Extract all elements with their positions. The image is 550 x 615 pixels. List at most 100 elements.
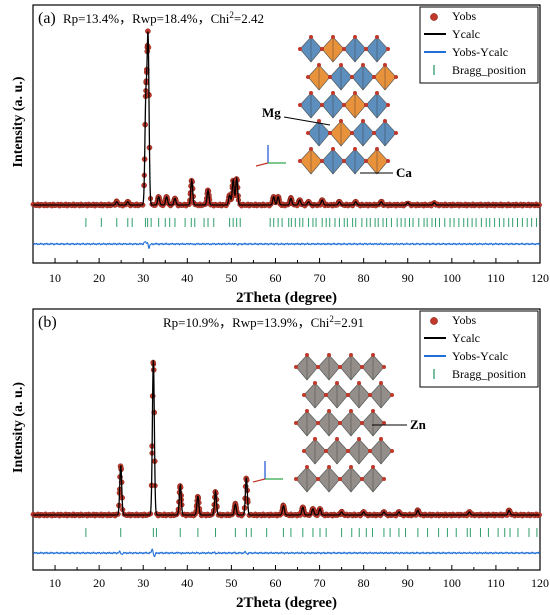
stats-chi-value: =2.91	[334, 315, 364, 330]
oxygen-atom	[298, 103, 302, 107]
oxygen-atom	[390, 449, 394, 453]
oxygen-atom	[364, 159, 368, 163]
oxygen-atom	[382, 477, 386, 481]
oxygen-atom	[309, 147, 313, 151]
oxygen-atom	[353, 35, 357, 39]
x-tick-label: 70	[314, 271, 326, 285]
oxygen-atom	[372, 75, 376, 79]
plot-frame	[32, 308, 541, 571]
x-tick-label: 120	[531, 271, 549, 285]
x-tick-label: 100	[443, 576, 461, 590]
oxygen-atom	[327, 465, 331, 469]
oxygen-atom	[338, 421, 342, 425]
oxygen-atom	[324, 393, 328, 397]
oxygen-atom	[327, 353, 331, 357]
stats-separator: ，	[198, 11, 211, 26]
oxygen-atom	[361, 63, 365, 67]
x-tick-label: 80	[358, 576, 370, 590]
oxygen-atom	[342, 47, 346, 51]
axis-triad-a	[255, 162, 269, 167]
oxygen-atom	[342, 159, 346, 163]
x-axis-label: 2Theta (degree)	[236, 595, 337, 611]
oxygen-atom	[364, 103, 368, 107]
oxygen-atom	[309, 91, 313, 95]
oxygen-atom	[357, 437, 361, 441]
panel-b: 10 20 30 40 50 60 70 80 90 100 110 120 2Theta (degre…	[11, 308, 549, 611]
oxygen-atom	[349, 353, 353, 357]
stats-rp_label: Rp=10.9%	[163, 315, 219, 330]
series-bragg-position	[85, 528, 538, 537]
oxygen-atom	[346, 449, 350, 453]
oxygen-atom	[338, 477, 342, 481]
x-axis-label: 2Theta (degree)	[236, 290, 337, 306]
oxygen-atom	[368, 449, 372, 453]
legend-box	[419, 6, 539, 84]
stats-chi_label: Chi	[211, 11, 230, 26]
oxygen-atom	[317, 63, 321, 67]
oxygen-atom	[360, 477, 364, 481]
oxygen-atom	[342, 103, 346, 107]
axis-triad-a	[252, 478, 266, 483]
oxygen-atom	[390, 393, 394, 397]
oxygen-atom	[346, 393, 350, 397]
x-tick-label: 20	[93, 576, 105, 590]
oxygen-atom	[339, 63, 343, 67]
oxygen-atom	[375, 147, 379, 151]
stats-chi-value: =2.42	[234, 11, 264, 26]
oxygen-atom	[350, 75, 354, 79]
oxygen-atom	[316, 477, 320, 481]
oxygen-atom	[305, 465, 309, 469]
oxygen-atom	[394, 75, 398, 79]
x-tick-label: 30	[137, 271, 149, 285]
x-tick-label: 30	[137, 576, 149, 590]
stats-separator: ，	[219, 315, 232, 330]
legend-entry: Yobs-Ycalc	[452, 45, 508, 59]
oxygen-atom	[360, 421, 364, 425]
oxygen-atom	[353, 147, 357, 151]
x-tick-label: 10	[49, 576, 61, 590]
x-tick-label: 100	[443, 271, 461, 285]
oxygen-atom	[383, 119, 387, 123]
oxygen-atom	[320, 103, 324, 107]
stats-chi-sup: 2	[329, 314, 334, 324]
oxygen-atom	[383, 63, 387, 67]
oxygen-atom	[294, 421, 298, 425]
oxygen-atom	[331, 147, 335, 151]
oxygen-atom	[316, 365, 320, 369]
oxygen-atom	[368, 393, 372, 397]
legend-entry: Yobs-Ycalc	[452, 349, 508, 363]
oxygen-atom	[324, 449, 328, 453]
crystal-structure-inset: Mg Ca	[255, 35, 412, 180]
stats-separator: ，	[298, 315, 311, 330]
oxygen-atom	[305, 353, 309, 357]
oxygen-atom	[306, 75, 310, 79]
x-tick-label: 90	[402, 576, 414, 590]
x-tick-label: 50	[225, 576, 237, 590]
oxygen-atom	[331, 91, 335, 95]
oxygen-atom	[294, 365, 298, 369]
oxygen-atom	[302, 393, 306, 397]
oxygen-atom	[320, 47, 324, 51]
crystal-label-zn: Zn	[410, 417, 427, 432]
oxygen-atom	[294, 477, 298, 481]
x-tick-label: 110	[487, 271, 505, 285]
x-tick-label: 60	[269, 271, 281, 285]
series-yobs-ycalc	[32, 241, 541, 249]
oxygen-atom	[386, 47, 390, 51]
oxygen-atom	[313, 381, 317, 385]
oxygen-atom	[349, 465, 353, 469]
x-tick-label: 10	[49, 271, 61, 285]
stats-separator: ，	[119, 11, 132, 26]
legend-entry: Ycalc	[452, 27, 480, 41]
plot-frame	[32, 4, 541, 264]
oxygen-atom	[386, 103, 390, 107]
x-tick-label: 60	[269, 576, 281, 590]
oxygen-atom	[357, 381, 361, 385]
series-ycalc	[33, 360, 540, 516]
series-yobs-ycalc	[32, 548, 541, 558]
legend-swatch-yobs	[430, 13, 438, 21]
oxygen-atom	[305, 409, 309, 413]
oxygen-atom	[361, 119, 365, 123]
legend-entry: Bragg_position	[452, 367, 526, 381]
